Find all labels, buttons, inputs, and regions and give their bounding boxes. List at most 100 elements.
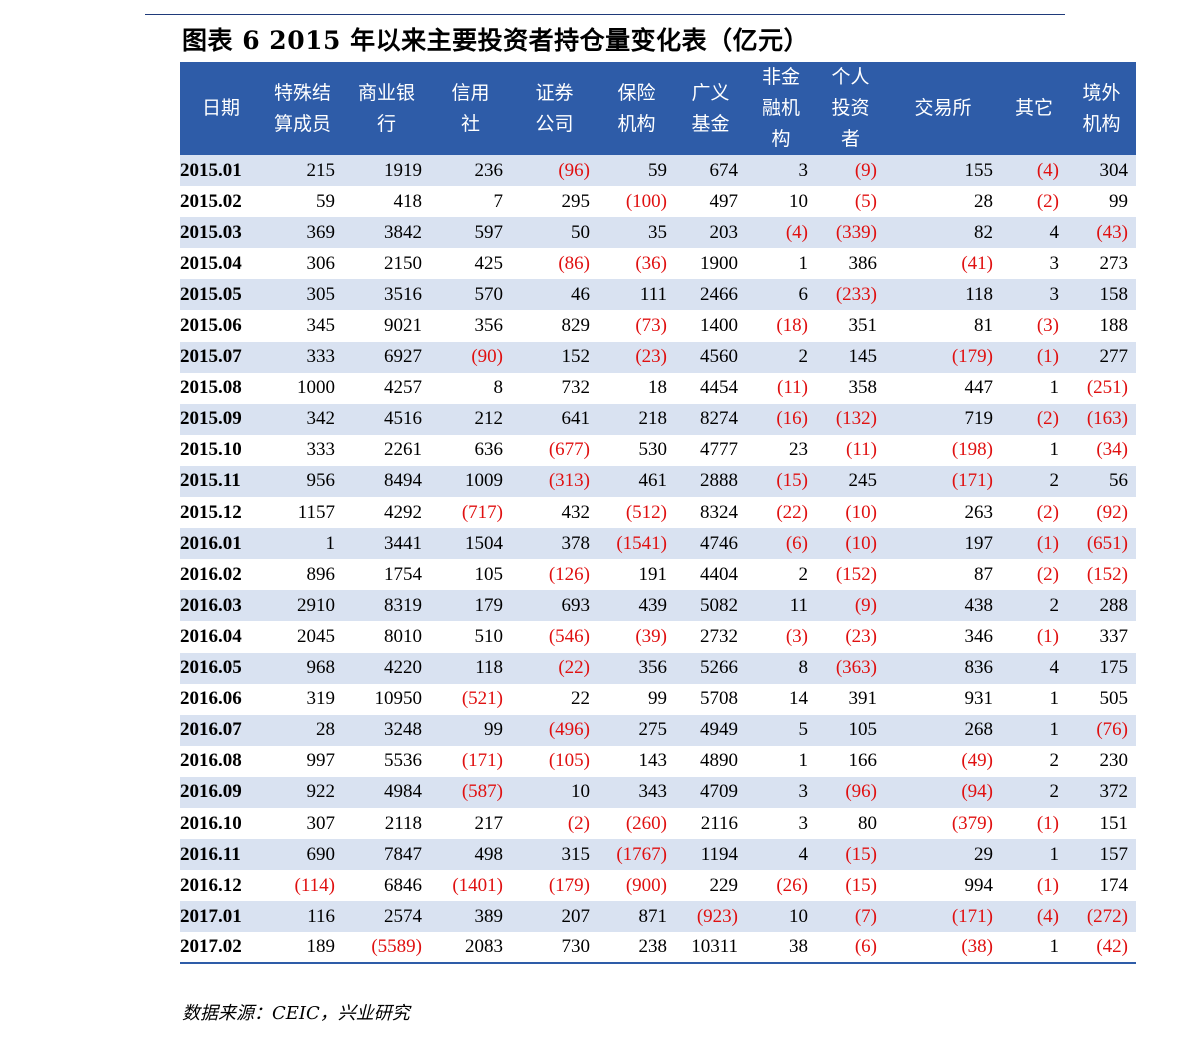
value-cell: 46 [571, 283, 590, 305]
value-cell: 674 [709, 159, 739, 181]
value-cell: 155 [964, 159, 994, 181]
value-cell: 1009 [465, 470, 503, 492]
value-cell: 307 [306, 812, 336, 834]
row-date-cell: 2017.02 [180, 936, 242, 958]
value-cell: 4709 [700, 781, 738, 803]
value-cell: 166 [848, 750, 878, 772]
value-cell: (5) [854, 190, 877, 212]
row-date-cell: 2015.03 [180, 221, 242, 243]
value-cell: 343 [638, 781, 668, 803]
value-cell: (132) [835, 408, 877, 430]
value-cell: 3 [798, 812, 809, 834]
value-cell: 358 [848, 377, 878, 399]
value-cell: 956 [306, 470, 336, 492]
table-row: 2017.02 189 (5589) 2083 730 238 10311 38 (6) (38)… [180, 932, 1136, 964]
value-cell: 690 [306, 843, 336, 865]
value-cell: (22) [558, 657, 590, 679]
row-date-cell: 2016.08 [180, 750, 242, 772]
value-cell: 1900 [700, 252, 738, 274]
value-cell: 2732 [700, 625, 738, 647]
value-cell: (22) [776, 501, 808, 523]
value-cell: 2888 [700, 470, 738, 492]
value-cell: (179) [548, 874, 590, 896]
value-cell: 2150 [384, 252, 422, 274]
value-cell: (15) [845, 843, 877, 865]
holdings-table-container: 日期 特殊结 算成员 商业银 行信用 社 证券 公司 保险 机构 广义 基金 非金 融机 构… [180, 62, 1136, 964]
value-cell: 2 [798, 346, 809, 368]
value-cell: 2 [1049, 781, 1060, 803]
value-cell: 1 [798, 252, 809, 274]
value-cell: 8010 [384, 625, 422, 647]
value-cell: 5708 [700, 688, 738, 710]
value-cell: 570 [474, 283, 504, 305]
value-cell: 4984 [384, 781, 422, 803]
value-cell: 5536 [384, 750, 422, 772]
value-cell: 175 [1099, 657, 1129, 679]
value-cell: 4404 [700, 563, 738, 585]
value-cell: 1754 [384, 563, 422, 585]
value-cell: (6) [785, 532, 808, 554]
value-cell: 378 [561, 532, 591, 554]
value-cell: 1 [325, 532, 336, 554]
value-cell: 6 [798, 283, 809, 305]
value-cell: 11 [789, 594, 808, 616]
value-cell: 304 [1099, 159, 1129, 181]
value-cell: 2261 [384, 439, 422, 461]
value-cell: 4 [1049, 221, 1060, 243]
value-cell: 447 [964, 377, 994, 399]
row-date-cell: 2015.12 [180, 501, 242, 523]
value-cell: (521) [461, 688, 503, 710]
row-date-cell: 2016.12 [180, 874, 242, 896]
value-cell: 10311 [691, 936, 738, 958]
value-cell: 922 [306, 781, 336, 803]
value-cell: 3 [1049, 283, 1060, 305]
value-cell: 236 [474, 159, 504, 181]
value-cell: 3248 [384, 719, 422, 741]
holdings-table: 日期 特殊结 算成员 商业银 行信用 社 证券 公司 保险 机构 广义 基金 非金 融机 构… [180, 62, 1136, 964]
value-cell: 2 [1049, 594, 1060, 616]
column-header: 信用 社 [451, 81, 490, 135]
value-cell: (96) [558, 159, 590, 181]
value-cell: (171) [951, 470, 993, 492]
value-cell: (49) [961, 750, 993, 772]
value-cell: 315 [561, 843, 591, 865]
value-cell: 143 [638, 750, 668, 772]
value-cell: (3) [785, 625, 808, 647]
value-cell: 2116 [700, 812, 738, 834]
value-cell: (1767) [616, 843, 667, 865]
value-cell: (23) [845, 625, 877, 647]
value-cell: (152) [1086, 563, 1128, 585]
value-cell: (923) [696, 905, 738, 927]
value-cell: (2) [1036, 501, 1059, 523]
row-date-cell: 2015.08 [180, 377, 242, 399]
value-cell: 1194 [700, 843, 738, 865]
value-cell: 4 [798, 843, 809, 865]
value-cell: (86) [558, 252, 590, 274]
table-row: 2016.01 1 3441 1504 378 (1541) 4746 (6) (10) 197 (… [180, 528, 1136, 560]
value-cell: (233) [835, 283, 877, 305]
value-cell: 230 [1099, 750, 1129, 772]
value-cell: 203 [709, 221, 739, 243]
value-cell: 3441 [384, 532, 422, 554]
value-cell: 275 [638, 719, 668, 741]
row-date-cell: 2015.10 [180, 439, 242, 461]
source-note: 数据来源：CEIC，兴业研究 [182, 1003, 410, 1024]
row-date-cell: 2015.02 [180, 190, 242, 212]
value-cell: (496) [548, 719, 590, 741]
value-cell: 188 [1099, 315, 1129, 337]
column-header: 商业银 行 [357, 81, 415, 135]
value-cell: (90) [471, 346, 503, 368]
value-cell: 50 [571, 221, 590, 243]
table-row: 2016.02 896 1754 105 (126) 191 4404 2 (152) 87 (2)… [180, 559, 1136, 591]
value-cell: 2083 [465, 936, 503, 958]
value-cell: 345 [306, 315, 336, 337]
value-cell: 8319 [384, 594, 422, 616]
table-row: 2015.02 59 418 7 295 (100) 497 10 (5) 28 (2) 99 [180, 186, 1136, 218]
table-row: 2017.01 116 2574 389 207 871 (923) 10 (7) (171) (4… [180, 901, 1136, 933]
column-header: 保险 机构 [617, 81, 656, 135]
value-cell: 1504 [465, 532, 503, 554]
value-cell: (42) [1096, 936, 1128, 958]
value-cell: 99 [484, 719, 503, 741]
table-row: 2015.08 1000 4257 8 732 18 4454 (11) 358 447 1 (251… [180, 372, 1136, 404]
row-date-cell: 2015.04 [180, 252, 242, 274]
